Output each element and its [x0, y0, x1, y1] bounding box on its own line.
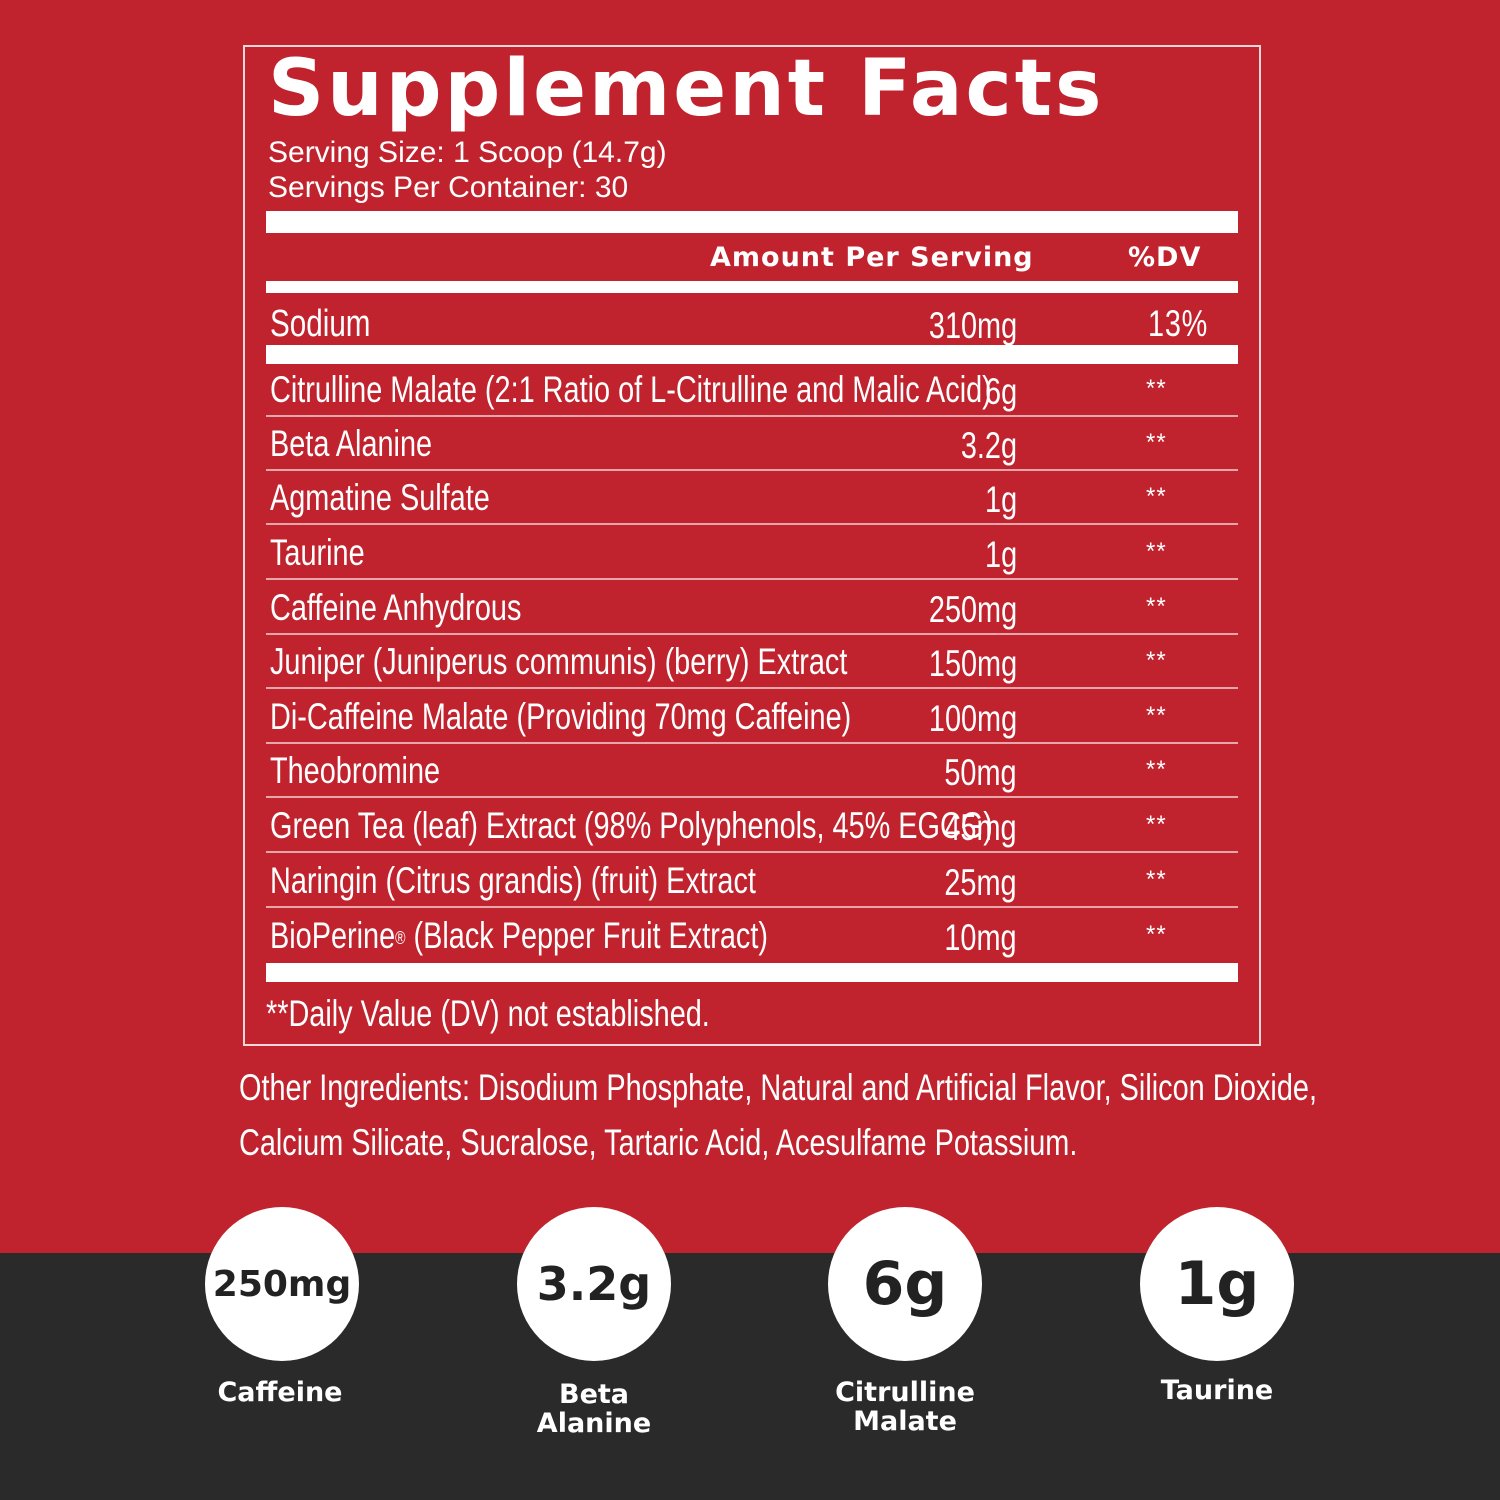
ingredient-dv: **: [1146, 429, 1167, 456]
other-ingredients-line-1: Other Ingredients: Disodium Phosphate, N…: [239, 1067, 1317, 1108]
badge-label-line: Citrulline: [835, 1377, 975, 1408]
ingredient-row: Citrulline Malate (2:1 Ratio of L-Citrul…: [266, 362, 1238, 417]
ingredient-row: Theobromine 50mg **: [266, 743, 1238, 798]
badge-label-line: Beta: [558, 1379, 630, 1410]
ingredient-amount: 50mg: [944, 752, 1017, 793]
other-ingredients-line-2: Calcium Silicate, Sucralose, Tartaric Ac…: [239, 1122, 1078, 1163]
row-divider: [266, 687, 1238, 689]
nutrient-dv: 13%: [1148, 303, 1209, 344]
badge-value: 1g: [1174, 1249, 1260, 1319]
supplement-facts-panel: [243, 45, 1261, 1046]
ingredient-row: Juniper (Juniperus communis) (berry) Ext…: [266, 634, 1238, 689]
citrulline-malate-badge-label: Citrulline Malate: [795, 1378, 1015, 1436]
ingredient-name: Di-Caffeine Malate (Providing 70mg Caffe…: [270, 696, 852, 737]
ingredient-name: Taurine: [270, 532, 365, 573]
ingredient-name-brand: BioPerine: [270, 915, 396, 956]
ingredient-name: Juniper (Juniperus communis) (berry) Ext…: [270, 641, 848, 682]
caffeine-badge-label: Caffeine: [170, 1378, 390, 1407]
row-divider: [266, 796, 1238, 798]
ingredient-amount: 45mg: [944, 807, 1017, 848]
ingredient-row: BioPerine® (Black Pepper Fruit Extract) …: [266, 908, 1238, 963]
ingredient-row: Green Tea (leaf) Extract (98% Polyphenol…: [266, 798, 1238, 853]
badge-label-line: Caffeine: [217, 1377, 343, 1408]
beta-alanine-badge: 3.2g: [517, 1207, 671, 1361]
divider-bar: [266, 281, 1238, 293]
dv-footnote: **Daily Value (DV) not established.: [266, 993, 710, 1034]
ingredient-amount: 6g: [984, 371, 1017, 412]
row-divider: [266, 851, 1238, 853]
badge-value: 6g: [862, 1249, 948, 1319]
ingredient-dv: **: [1146, 483, 1167, 510]
ingredient-name: Naringin (Citrus grandis) (fruit) Extrac…: [270, 860, 756, 901]
ingredient-row: Di-Caffeine Malate (Providing 70mg Caffe…: [266, 689, 1238, 744]
ingredient-name: Beta Alanine: [270, 423, 433, 464]
ingredient-amount: 150mg: [928, 643, 1017, 684]
row-divider: [266, 742, 1238, 744]
ingredient-dv: **: [1146, 538, 1167, 565]
ingredient-row: Naringin (Citrus grandis) (fruit) Extrac…: [266, 853, 1238, 908]
caffeine-badge: 250mg: [205, 1207, 359, 1361]
ingredient-name: Citrulline Malate (2:1 Ratio of L-Citrul…: [270, 369, 992, 410]
nutrient-amount: 310mg: [928, 305, 1017, 346]
ingredient-name: Caffeine Anhydrous: [270, 587, 522, 628]
ingredient-dv: **: [1146, 375, 1167, 402]
ingredient-dv: **: [1146, 593, 1167, 620]
sodium-row: Sodium 310mg 13%: [266, 296, 1238, 351]
ingredient-dv: **: [1146, 921, 1167, 948]
divider-bar: [266, 963, 1238, 982]
servings-per-container: Servings Per Container: 30: [268, 171, 629, 204]
ingredient-dv: **: [1146, 702, 1167, 729]
ingredient-name: BioPerine® (Black Pepper Fruit Extract): [270, 914, 768, 958]
ingredient-amount: 25mg: [944, 862, 1017, 903]
ingredient-name: Green Tea (leaf) Extract (98% Polyphenol…: [270, 805, 993, 846]
ingredient-dv: **: [1146, 647, 1167, 674]
ingredient-amount: 10mg: [944, 917, 1017, 958]
ingredient-dv: **: [1146, 756, 1167, 783]
registered-mark: ®: [395, 928, 406, 948]
badge-label-line: Alanine: [536, 1408, 652, 1439]
ingredient-amount: 1g: [984, 534, 1017, 575]
serving-size: Serving Size: 1 Scoop (14.7g): [268, 136, 667, 169]
ingredient-name-rest: (Black Pepper Fruit Extract): [405, 915, 768, 956]
ingredient-name: Theobromine: [270, 750, 441, 791]
row-divider: [266, 633, 1238, 635]
ingredient-row: Beta Alanine 3.2g **: [266, 416, 1238, 471]
badge-value: 3.2g: [536, 1257, 652, 1311]
ingredient-amount: 3.2g: [960, 425, 1017, 466]
row-divider: [266, 906, 1238, 908]
ingredient-row: Taurine 1g **: [266, 525, 1238, 580]
divider-bar: [266, 211, 1238, 233]
badge-value: 250mg: [212, 1263, 352, 1305]
ingredient-dv: **: [1146, 866, 1167, 893]
beta-alanine-badge-label: Beta Alanine: [484, 1380, 704, 1438]
amount-per-serving-header: Amount Per Serving: [710, 242, 1034, 273]
nutrient-name: Sodium: [270, 303, 371, 345]
divider-bar: [266, 345, 1238, 364]
badge-label-line: Malate: [853, 1406, 957, 1437]
dv-header: %DV: [1128, 242, 1202, 273]
row-divider: [266, 469, 1238, 471]
ingredient-amount: 250mg: [928, 589, 1017, 630]
panel-title: Supplement Facts: [268, 44, 1105, 134]
ingredient-row: Agmatine Sulfate 1g **: [266, 470, 1238, 525]
ingredient-dv: **: [1146, 811, 1167, 838]
ingredient-row: Caffeine Anhydrous 250mg **: [266, 580, 1238, 635]
row-divider: [266, 523, 1238, 525]
ingredient-amount: 100mg: [928, 698, 1017, 739]
citrulline-malate-badge: 6g: [828, 1207, 982, 1361]
taurine-badge: 1g: [1140, 1207, 1294, 1361]
ingredient-name: Agmatine Sulfate: [270, 477, 490, 518]
badge-label-line: Taurine: [1160, 1375, 1274, 1406]
taurine-badge-label: Taurine: [1107, 1376, 1327, 1405]
ingredient-amount: 1g: [984, 479, 1017, 520]
row-divider: [266, 578, 1238, 580]
row-divider: [266, 415, 1238, 417]
